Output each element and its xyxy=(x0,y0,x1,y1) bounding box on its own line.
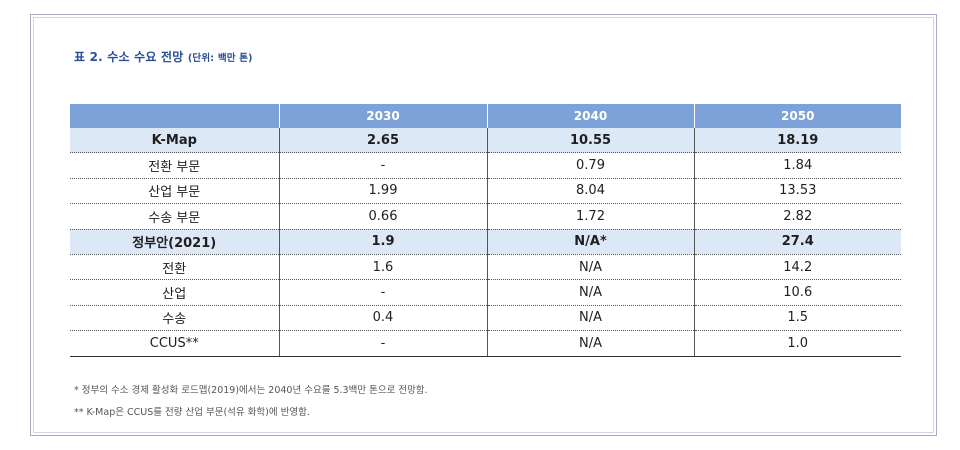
cell-2040: 10.55 xyxy=(486,128,694,154)
row-label: 산업 xyxy=(70,279,279,306)
row-label: CCUS** xyxy=(70,330,279,357)
cell-2050: 13.53 xyxy=(693,178,901,205)
row-label: 수송 xyxy=(70,305,279,332)
row-label: 수송 부문 xyxy=(70,203,279,230)
cell-2050: 14.2 xyxy=(693,254,901,281)
table-title-main: 표 2. 수소 수요 전망 xyxy=(74,50,184,64)
document-frame xyxy=(30,14,937,436)
table-row-government: 정부안(2021) 1.9 N/A* 27.4 xyxy=(70,229,901,255)
cell-2040: 1.72 xyxy=(486,203,694,230)
cell-2050: 1.0 xyxy=(693,330,901,357)
cell-2030: 2.65 xyxy=(278,128,487,154)
cell-2030: 1.6 xyxy=(278,254,487,281)
table-row-gov-power: 전환 1.6 N/A 14.2 xyxy=(70,254,901,281)
cell-2040: N/A xyxy=(486,254,694,281)
footnote-2: ** K-Map은 CCUS를 전량 산업 부문(석유 화학)에 반영함. xyxy=(74,407,310,418)
cell-2050: 10.6 xyxy=(693,279,901,306)
cell-2040: 8.04 xyxy=(486,178,694,205)
cell-2050: 1.84 xyxy=(693,152,901,179)
cell-2030: - xyxy=(278,330,487,357)
cell-2030: 0.66 xyxy=(278,203,487,230)
document-frame-inner xyxy=(33,17,934,433)
table-row-kmap-power: 전환 부문 - 0.79 1.84 xyxy=(70,152,901,179)
cell-2040: N/A xyxy=(486,305,694,332)
header-cell-2030: 2030 xyxy=(278,104,487,128)
cell-2050: 1.5 xyxy=(693,305,901,332)
cell-2030: 1.9 xyxy=(278,229,487,255)
table-row-kmap: K-Map 2.65 10.55 18.19 xyxy=(70,128,901,154)
row-label: 전환 xyxy=(70,254,279,281)
cell-2030: - xyxy=(278,279,487,306)
table-row-gov-transport: 수송 0.4 N/A 1.5 xyxy=(70,305,901,332)
cell-2040: N/A xyxy=(486,279,694,306)
cell-2030: 0.4 xyxy=(278,305,487,332)
table-row-kmap-transport: 수송 부문 0.66 1.72 2.82 xyxy=(70,203,901,230)
cell-2050: 2.82 xyxy=(693,203,901,230)
cell-2050: 18.19 xyxy=(693,128,901,154)
cell-2050: 27.4 xyxy=(693,229,901,255)
cell-2040: N/A xyxy=(486,330,694,357)
table-title: 표 2. 수소 수요 전망 (단위: 백만 톤) xyxy=(74,48,253,65)
table-row-gov-ccus: CCUS** - N/A 1.0 xyxy=(70,330,901,357)
header-cell-category xyxy=(70,104,279,128)
cell-2030: - xyxy=(278,152,487,179)
cell-2040: 0.79 xyxy=(486,152,694,179)
table-unit: (단위: 백만 톤) xyxy=(187,53,253,64)
cell-2040: N/A* xyxy=(486,229,694,255)
row-label: 산업 부문 xyxy=(70,178,279,205)
cell-2030: 1.99 xyxy=(278,178,487,205)
hydrogen-demand-table: 2030 2040 2050 K-Map 2.65 10.55 18.19 전환… xyxy=(70,104,901,357)
row-label: 전환 부문 xyxy=(70,152,279,179)
row-label: 정부안(2021) xyxy=(70,229,279,255)
footnotes: * 정부의 수소 경제 활성화 로드맵(2019)에서는 2040년 수요를 5… xyxy=(74,380,428,424)
table-header-row: 2030 2040 2050 xyxy=(70,104,901,128)
header-cell-2040: 2040 xyxy=(486,104,694,128)
table-row-kmap-industry: 산업 부문 1.99 8.04 13.53 xyxy=(70,178,901,205)
row-label: K-Map xyxy=(70,128,279,154)
footnote-1: * 정부의 수소 경제 활성화 로드맵(2019)에서는 2040년 수요를 5… xyxy=(74,385,428,396)
header-cell-2050: 2050 xyxy=(693,104,901,128)
table-row-gov-industry: 산업 - N/A 10.6 xyxy=(70,279,901,306)
